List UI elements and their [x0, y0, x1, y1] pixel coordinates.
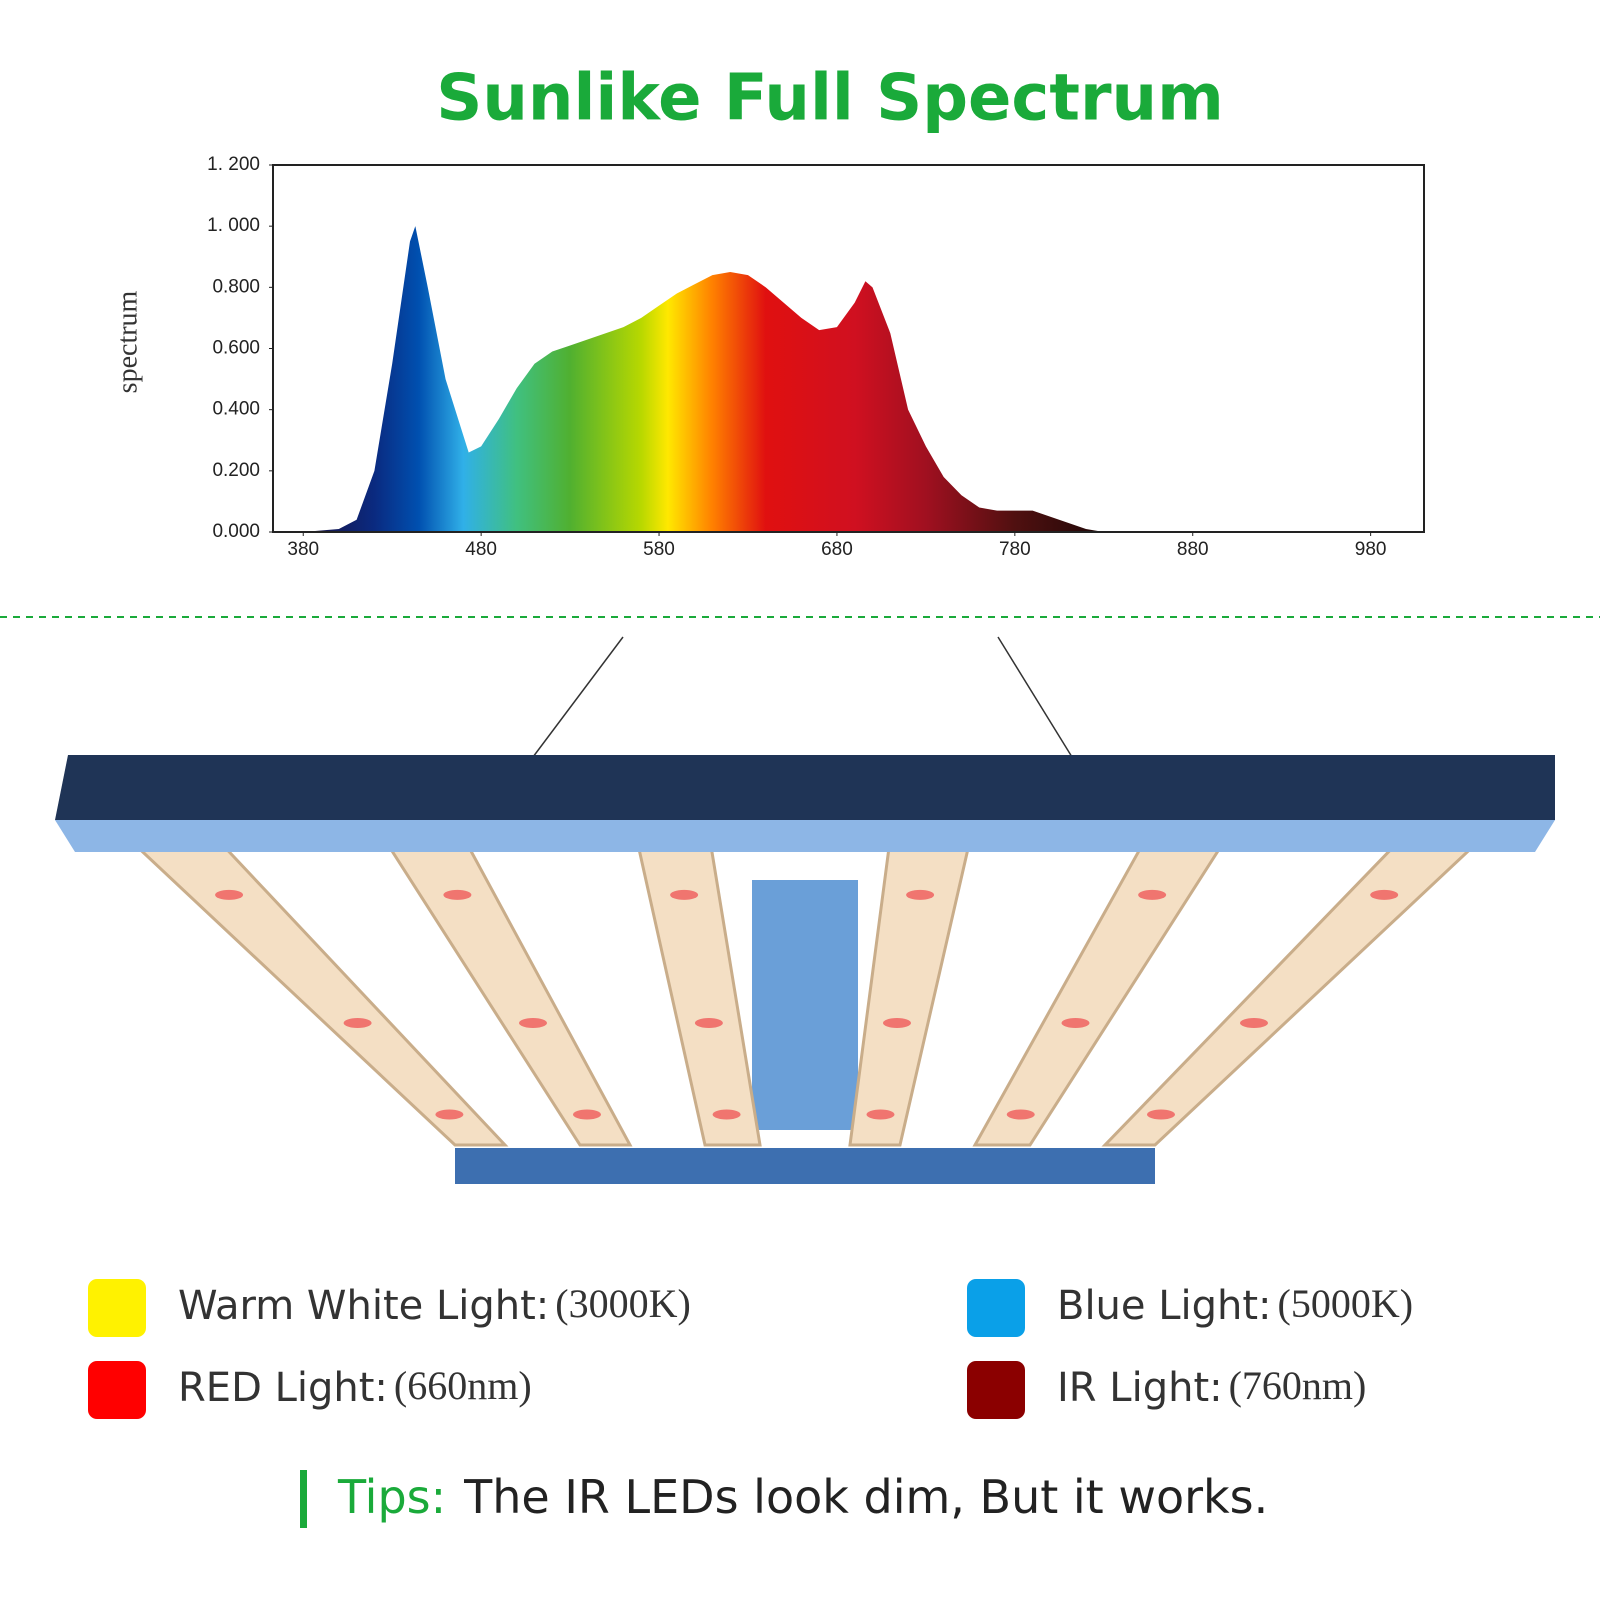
legend-label: RED Light:	[178, 1365, 388, 1411]
red-led	[215, 889, 244, 900]
plot-frame	[272, 164, 1425, 533]
legend-label: Warm White Light:	[178, 1283, 549, 1329]
red-led	[1147, 1109, 1175, 1120]
wire	[997, 636, 1073, 758]
red-led	[670, 889, 699, 900]
wire	[532, 636, 624, 758]
x-tick-label: 680	[821, 539, 853, 560]
legend-swatch	[967, 1361, 1025, 1419]
red-led	[1138, 889, 1167, 900]
y-tick-label: 0.400	[212, 399, 260, 420]
lamp	[55, 636, 1555, 1184]
x-tick-label: 780	[999, 539, 1031, 560]
y-tick-label: 1. 000	[207, 215, 260, 236]
red-led	[694, 1018, 723, 1028]
legend-entry: RED Light: (660nm)	[178, 1363, 532, 1411]
led-bar	[848, 838, 972, 1147]
red-led	[712, 1109, 741, 1120]
y-tick-label: 1. 200	[207, 154, 260, 175]
led-bar	[635, 838, 762, 1147]
red-led	[435, 1109, 464, 1120]
red-led	[1006, 1109, 1035, 1120]
legend-swatch	[88, 1361, 146, 1419]
x-tick-label: 480	[465, 539, 497, 560]
tips-bar	[300, 1470, 307, 1528]
x-tick-label: 580	[643, 539, 675, 560]
top-bar	[55, 755, 1555, 820]
x-tick-label: 380	[287, 539, 319, 560]
red-led	[343, 1018, 372, 1028]
legend-entry: Blue Light: (5000K)	[1057, 1281, 1413, 1329]
legend-swatch	[88, 1279, 146, 1337]
y-tick-label: 0.200	[212, 460, 260, 481]
legend-swatch	[967, 1279, 1025, 1337]
top-bar-face	[55, 820, 1555, 852]
red-led	[906, 889, 935, 900]
red-led	[443, 889, 472, 900]
chart-title: Sunlike Full Spectrum	[436, 62, 1224, 136]
legend-detail: (5000K)	[1278, 1281, 1414, 1326]
spectrum-area	[303, 226, 1104, 532]
legend-detail: (3000K)	[555, 1281, 691, 1326]
legend-label: Blue Light:	[1057, 1283, 1272, 1329]
red-led	[1370, 889, 1399, 900]
red-led	[1061, 1018, 1090, 1028]
legend-label: IR Light:	[1057, 1365, 1223, 1411]
legend-detail: (660nm)	[394, 1363, 532, 1408]
y-axis-label: spectrum	[112, 290, 143, 393]
x-tick-label: 980	[1355, 539, 1387, 560]
y-tick-label: 0.800	[212, 276, 260, 297]
legend-entry: IR Light: (760nm)	[1057, 1363, 1366, 1411]
bottom-bar	[455, 1148, 1155, 1184]
legend-detail: (760nm)	[1229, 1363, 1367, 1408]
x-tick-label: 880	[1177, 539, 1209, 560]
y-tick-label: 0.600	[212, 338, 260, 359]
tips-label: Tips:	[337, 1470, 446, 1524]
red-led	[519, 1018, 547, 1028]
legend-entry: Warm White Light: (3000K)	[178, 1281, 691, 1329]
tips-text: The IR LEDs look dim, But it works.	[463, 1470, 1268, 1524]
tips: Tips: The IR LEDs look dim, But it works.	[337, 1470, 1268, 1524]
red-led	[883, 1018, 911, 1028]
red-led	[573, 1109, 601, 1120]
driver	[752, 880, 858, 1130]
red-led	[866, 1109, 895, 1120]
y-tick-label: 0.000	[212, 521, 260, 542]
red-led	[1240, 1018, 1268, 1028]
